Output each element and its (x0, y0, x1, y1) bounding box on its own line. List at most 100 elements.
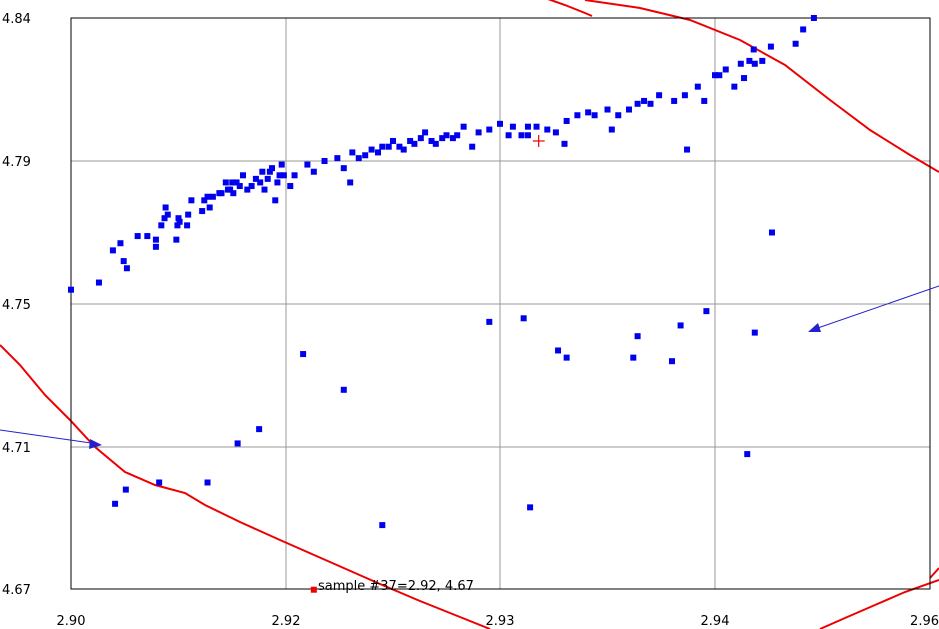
data-point (175, 215, 182, 222)
data-point (222, 179, 229, 186)
data-point (95, 279, 102, 286)
data-point (164, 211, 171, 218)
data-point (585, 109, 592, 116)
data-point (486, 126, 493, 133)
data-point (443, 132, 450, 139)
data-point (810, 15, 817, 21)
data-point (520, 315, 527, 322)
data-point (552, 129, 559, 136)
data-point (701, 97, 708, 104)
data-point (252, 175, 259, 182)
data-point (746, 57, 753, 64)
data-point (188, 197, 195, 204)
y-tick-label: 4.67 (2, 583, 31, 598)
y-tick-label: 4.75 (2, 298, 31, 313)
arrow-right-head (808, 323, 821, 332)
data-point (604, 106, 611, 113)
data-point (800, 26, 807, 33)
tick-labels: 4.84 4.79 4.75 4.71 4.67 2.90 2.92 2.93 2.94 2.96 (2, 12, 939, 629)
data-point (112, 500, 119, 507)
data-point (439, 135, 446, 142)
data-point (486, 318, 493, 325)
data-point (204, 479, 211, 486)
data-point (347, 179, 354, 186)
data-point (574, 112, 581, 119)
data-point (533, 123, 540, 130)
arrow-left-head (89, 439, 102, 449)
plot-frame (70, 17, 931, 590)
y-tick-label: 4.84 (2, 12, 31, 27)
data-point (544, 126, 551, 133)
data-point (768, 229, 775, 236)
data-point (390, 137, 396, 144)
data-point (206, 204, 213, 211)
data-point (274, 179, 281, 186)
data-point (266, 168, 273, 175)
data-point (259, 168, 266, 175)
y-tick-label: 4.79 (2, 155, 31, 170)
data-point (122, 486, 129, 493)
data-point (362, 152, 369, 159)
red-curve-lower-left (0, 344, 491, 629)
data-point (368, 146, 375, 153)
data-point (229, 179, 236, 186)
data-point (158, 222, 165, 229)
data-point (272, 197, 279, 204)
data-point (449, 135, 456, 142)
data-point (677, 322, 684, 329)
data-point (792, 40, 799, 47)
data-point (407, 137, 414, 144)
data-point (291, 172, 298, 179)
data-point (152, 243, 159, 250)
data-point (261, 186, 268, 193)
data-point (555, 347, 562, 354)
data-point (432, 140, 439, 147)
data-point (524, 123, 531, 130)
data-point (310, 168, 317, 175)
highlight-point (310, 586, 317, 593)
data-point (321, 158, 328, 164)
data-point (201, 197, 208, 204)
data-point (703, 308, 710, 315)
data-point (750, 46, 757, 53)
data-point (244, 186, 251, 193)
red-curve-bottom-right-tick (929, 567, 939, 579)
data-point (199, 208, 206, 215)
data-point (304, 161, 311, 168)
data-point (634, 333, 641, 340)
data-point (469, 143, 476, 150)
data-point (161, 215, 168, 222)
data-point (233, 179, 240, 186)
data-point (349, 149, 356, 156)
data-point (334, 155, 341, 162)
data-point (563, 354, 570, 361)
data-point (68, 286, 74, 293)
data-point (731, 83, 738, 90)
data-point (256, 426, 263, 433)
data-point (497, 120, 503, 127)
data-point (505, 132, 512, 139)
data-point (240, 172, 246, 179)
data-point (123, 265, 130, 272)
data-point (209, 193, 216, 200)
data-point (460, 123, 467, 130)
data-point (411, 140, 418, 147)
sample-annotation: sample #37=2.92, 4.67 (318, 579, 474, 594)
data-point (257, 179, 264, 186)
data-point (185, 211, 192, 218)
data-point (236, 183, 243, 190)
data-point (276, 172, 283, 179)
data-point (379, 143, 386, 150)
plot-border (70, 17, 931, 590)
data-point (669, 358, 675, 365)
data-point (751, 60, 758, 67)
data-point (454, 132, 461, 139)
data-point (264, 175, 271, 182)
x-tick-label: 2.96 (910, 614, 939, 629)
data-point (751, 329, 758, 336)
data-point (681, 92, 688, 99)
data-point (475, 129, 482, 136)
data-point (767, 43, 774, 50)
data-point (269, 165, 276, 172)
